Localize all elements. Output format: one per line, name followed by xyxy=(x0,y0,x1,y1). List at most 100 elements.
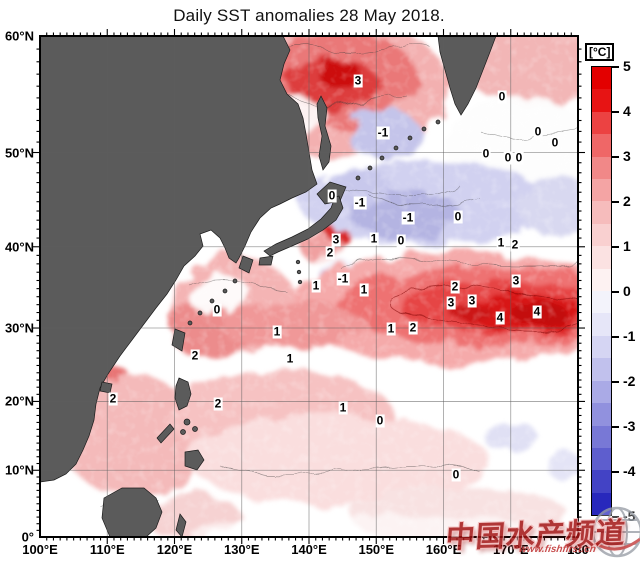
colorbar-segment xyxy=(592,134,611,157)
lat-axis-label: 60°N xyxy=(4,28,34,44)
contour-label: 1 xyxy=(386,321,396,336)
colorbar-tick-label: 4 xyxy=(623,103,631,119)
colorbar-tick xyxy=(612,291,619,293)
colorbar-segment xyxy=(592,447,611,471)
axis-ticks xyxy=(33,29,585,544)
colorbar-segment xyxy=(592,268,611,292)
contour-label: -1 xyxy=(336,271,350,286)
contour-label: 3 xyxy=(331,232,341,247)
colorbar-tick-label: 1 xyxy=(623,238,631,254)
honshu xyxy=(263,195,344,257)
contour-label: 0 xyxy=(396,233,406,248)
colorbar-unit-label: [°C] xyxy=(585,43,615,61)
contour-label: -1 xyxy=(353,195,367,210)
lat-axis-label: 40°N xyxy=(4,239,34,255)
lon-axis-label: 140°E xyxy=(291,542,327,557)
globe-icon xyxy=(591,506,640,558)
contour-label: 0 xyxy=(550,135,560,150)
lat-axis-label: 20°N xyxy=(4,393,34,409)
colorbar-tick-label: -3 xyxy=(623,418,636,434)
contour-label: 1 xyxy=(369,231,379,246)
colorbar-tick-label: 3 xyxy=(623,148,631,164)
lon-axis-label: 180 xyxy=(567,542,589,557)
colorbar-segment xyxy=(592,201,611,224)
colorbar-segment xyxy=(592,313,611,336)
lon-axis-label: 130°E xyxy=(223,542,260,557)
contour-label: 2 xyxy=(190,348,200,363)
colorbar-segment xyxy=(592,179,611,202)
contour-label: 1 xyxy=(359,282,369,297)
colorbar-segment xyxy=(592,156,611,180)
luzon xyxy=(174,377,192,411)
colorbar-tick-label: -4 xyxy=(623,463,636,479)
lat-axis-label: 30°N xyxy=(4,320,34,336)
contour-label: 0 xyxy=(453,209,463,224)
contour-label: 0 xyxy=(533,124,543,139)
contour-label: 1 xyxy=(272,324,282,339)
colorbar-segment xyxy=(592,67,611,90)
kyushu xyxy=(238,255,254,274)
contour-label: 4 xyxy=(532,304,542,319)
contour-label: 0 xyxy=(514,150,524,165)
lon-axis-label: 150°E xyxy=(358,542,395,557)
taiwan xyxy=(171,328,186,352)
contour-label: 0 xyxy=(451,467,461,482)
colorbar-segment xyxy=(592,89,611,112)
lon-axis-label: 100°E xyxy=(22,542,58,557)
borneo xyxy=(101,487,163,537)
colorbar-tick xyxy=(612,426,619,428)
colorbar xyxy=(591,66,612,516)
colorbar-segment xyxy=(592,425,611,448)
contour-label: 2 xyxy=(408,320,418,335)
colorbar-tick-label: 0 xyxy=(623,283,631,299)
colorbar-tick xyxy=(612,66,619,68)
colorbar-tick xyxy=(612,201,619,203)
colorbar-segment xyxy=(592,358,611,381)
contour-label: 1 xyxy=(338,400,348,415)
contour-label: 0 xyxy=(497,89,507,104)
colorbar-segment xyxy=(592,335,611,359)
colorbar-tick xyxy=(612,246,619,248)
colorbar-tick-label: 2 xyxy=(623,193,631,209)
colorbar-tick xyxy=(612,156,619,158)
contour-label: 2 xyxy=(450,279,460,294)
colorbar-tick xyxy=(612,336,619,338)
colorbar-tick-label: 5 xyxy=(623,58,631,74)
colorbar-tick-label: -2 xyxy=(623,373,636,389)
contour-label: 2 xyxy=(108,391,118,406)
colorbar-tick xyxy=(612,111,619,113)
lat-axis-label: 50°N xyxy=(4,145,34,160)
contour-label: 1 xyxy=(311,278,321,293)
watermark-url: www.fishfirst.cn xyxy=(518,544,597,555)
contour-label: 3 xyxy=(353,73,363,88)
shikoku xyxy=(258,255,274,266)
colorbar-tick xyxy=(612,471,619,473)
contour-label: 4 xyxy=(495,310,505,325)
contour-label: 2 xyxy=(213,396,223,411)
contour-label: 3 xyxy=(467,293,477,308)
contour-label: 0 xyxy=(503,150,513,165)
contour-label: 0 xyxy=(212,302,222,317)
contour-label: -1 xyxy=(401,210,415,225)
colorbar-segment xyxy=(592,111,611,135)
colorbar-segment xyxy=(592,470,611,493)
contour-label: 2 xyxy=(510,237,520,252)
contour-label: 0 xyxy=(481,146,491,161)
colorbar-segment xyxy=(592,403,611,426)
contour-label: 3 xyxy=(446,295,456,310)
colorbar-tick xyxy=(612,381,619,383)
contour-label: 2 xyxy=(325,245,335,260)
palawan xyxy=(156,423,175,444)
contour-label: 3 xyxy=(511,273,521,288)
land-masses xyxy=(40,36,497,537)
lat-axis-label: 10°N xyxy=(4,462,34,478)
colorbar-segment xyxy=(592,291,611,314)
kamchatka xyxy=(437,36,497,116)
contour-label: -1 xyxy=(376,125,390,140)
lon-axis-label: 110°E xyxy=(89,542,125,557)
sulawesi xyxy=(175,513,187,537)
sakhalin xyxy=(316,95,332,171)
colorbar-tick xyxy=(612,516,619,518)
